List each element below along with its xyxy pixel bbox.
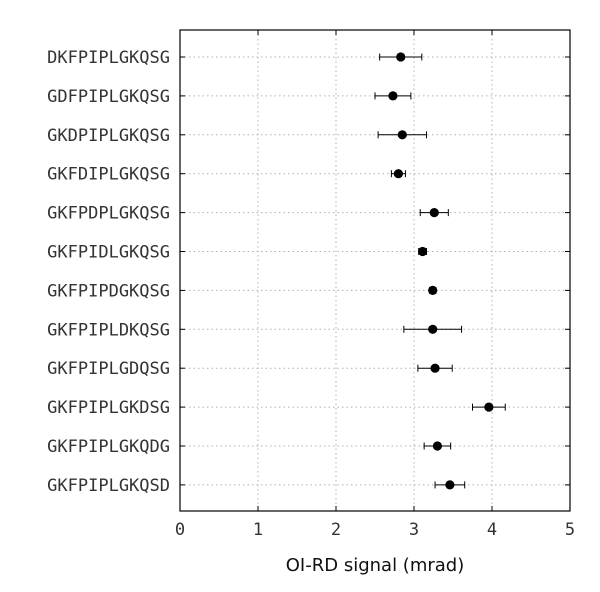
data-points [374,52,506,490]
x-tick-label: 5 [565,520,575,540]
category-label: GKFPIPLGKQDG [47,437,170,457]
x-axis-title: OI-RD signal (mrad) [286,555,464,576]
x-tick-label: 1 [253,520,263,540]
data-point [429,208,439,218]
data-point [428,285,438,295]
data-point [484,402,494,412]
x-tick-label: 0 [175,520,185,540]
x-axis-ticks: 0 1 2 3 4 5 [175,30,575,540]
category-label: GKDPIPLGKQSG [47,126,170,146]
x-tick-label: 4 [487,520,497,540]
category-label: GKFPIPLGKQSD [47,476,170,496]
x-tick-label: 2 [331,520,341,540]
category-label: DKFPIPLGKQSG [47,48,170,68]
data-point [396,52,406,62]
x-tick-label: 3 [409,520,419,540]
grid-lines [180,30,570,511]
data-point [388,91,398,101]
data-point [393,169,403,179]
category-label: GKFPIPLGDQSG [47,359,170,379]
category-label: GKFPDPLGKQSG [47,204,170,224]
data-point [445,480,455,490]
category-label: GKFDIPLGKQSG [47,165,170,185]
category-label: GKFPIDLGKQSG [47,243,170,263]
plot-frame [179,29,571,512]
category-labels: DKFPIPLGKQSG GDFPIPLGKQSG GKDPIPLGKQSG GKFD… [47,48,170,496]
data-point [397,130,407,140]
data-point [432,441,442,451]
category-label: GDFPIPLGKQSG [47,87,170,107]
category-label: GKFPIPLDKQSG [47,320,170,340]
data-point [428,324,438,334]
data-point [430,363,440,373]
category-label: GKFPIPDGKQSG [47,281,170,301]
category-label: GKFPIPLGKDSG [47,398,170,418]
data-point [417,246,428,257]
